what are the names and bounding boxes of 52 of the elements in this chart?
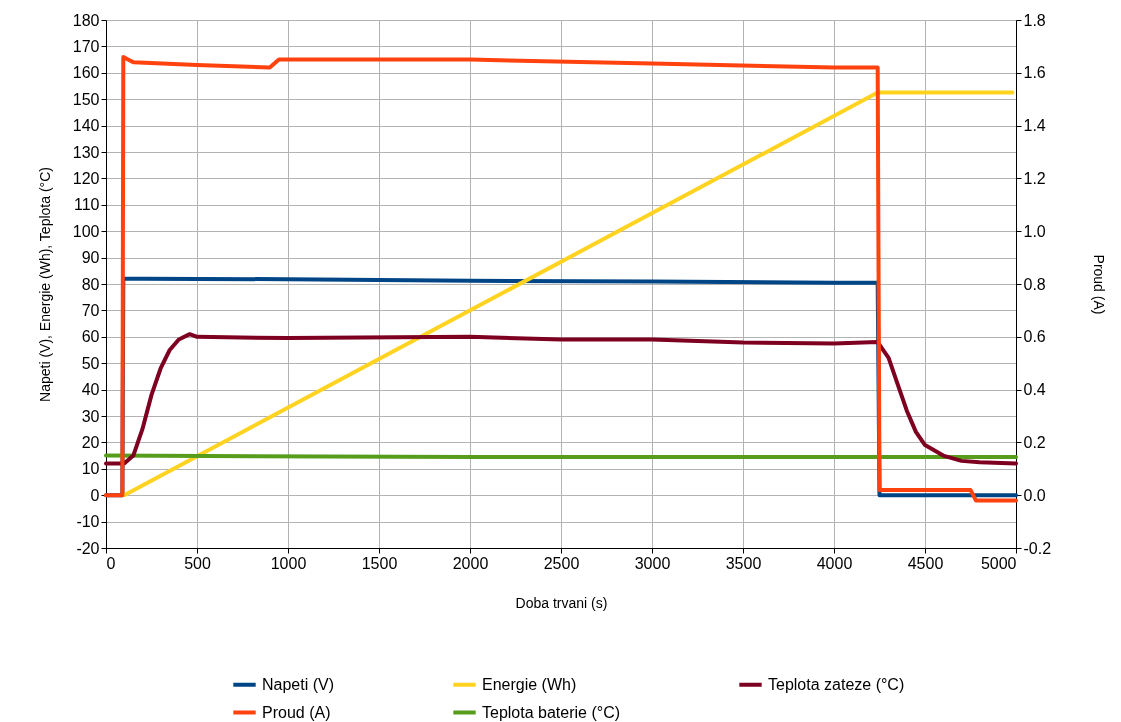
y-tick-label: 120 <box>72 169 100 187</box>
y2-tick-label: 0.0 <box>1023 486 1046 504</box>
x-tick-label: 2000 <box>452 554 489 572</box>
y-tick-label: 30 <box>81 407 100 425</box>
y2-tick-label: 1.6 <box>1023 64 1046 82</box>
y-tick-label: 40 <box>81 381 100 399</box>
y-tick-label: 50 <box>81 354 100 372</box>
y2-tick-label: 1.2 <box>1023 169 1046 187</box>
y-tick-label: 0 <box>90 486 100 504</box>
legend-label: Teplota baterie (°C) <box>482 703 621 721</box>
legend-label: Proud (A) <box>262 703 331 721</box>
x-tick-label: 4500 <box>907 554 944 572</box>
y-tick-label: 60 <box>81 328 100 346</box>
x-tick-label: 0 <box>106 554 116 572</box>
legend-label: Energie (Wh) <box>482 675 577 693</box>
x-tick-label: 3500 <box>725 554 762 572</box>
x-tick-label: 1000 <box>270 554 307 572</box>
y2-tick-label: 1.8 <box>1023 11 1046 29</box>
y-tick-label: 90 <box>81 249 100 267</box>
y-tick-label: 100 <box>72 222 100 240</box>
y-tick-label: -20 <box>76 539 100 557</box>
x-tick-label: 3000 <box>634 554 671 572</box>
y2-tick-label: 0.2 <box>1023 433 1046 451</box>
y2-tick-label: -0.2 <box>1023 539 1052 557</box>
y-tick-label: 20 <box>81 433 100 451</box>
y-tick-label: 140 <box>72 117 100 135</box>
y2-tick-label: 0.4 <box>1023 381 1046 399</box>
legend-label: Napeti (V) <box>262 675 335 693</box>
line-series <box>104 332 1018 466</box>
x-tick-label: 2500 <box>543 554 580 572</box>
x-tick-label: 1500 <box>361 554 398 572</box>
y-tick-label: 70 <box>81 301 100 319</box>
x-tick-label: 4000 <box>816 554 853 572</box>
x-tick-label: 500 <box>184 554 211 572</box>
y-tick-label: 110 <box>73 196 100 214</box>
x-axis-title: Doba trvani (s) <box>515 594 608 611</box>
y-tick-label: 170 <box>72 37 100 55</box>
legend-label: Teplota zateze (°C) <box>768 675 905 693</box>
y-tick-label: 180 <box>72 11 100 29</box>
y-tick-label: 10 <box>81 460 100 478</box>
y2-tick-label: 0.6 <box>1023 328 1046 346</box>
y2-tick-label: 0.8 <box>1023 275 1046 293</box>
y2-axis-title: Proud (A) <box>1091 254 1108 315</box>
y-tick-label: 80 <box>81 275 100 293</box>
y-tick-label: -10 <box>76 513 100 531</box>
y2-tick-label: 1.4 <box>1023 117 1046 135</box>
y-tick-label: 130 <box>72 143 100 161</box>
x-tick-label: 5000 <box>980 554 1017 572</box>
y2-tick-label: 1.0 <box>1023 222 1046 240</box>
y-tick-label: 150 <box>72 90 100 108</box>
y-axis-title: Napeti (V), Energie (Wh), Teplota (°C) <box>36 167 53 402</box>
y-tick-label: 160 <box>72 64 100 82</box>
